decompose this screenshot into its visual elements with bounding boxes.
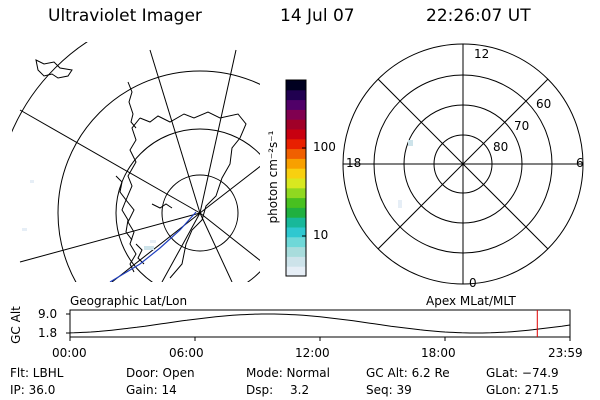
coastline: [125, 117, 141, 273]
info-glon: GLon: 271.5: [486, 383, 559, 397]
altitude-ytick-high: 9.0: [38, 307, 58, 321]
altitude-ylabel: GC Alt: [9, 306, 23, 344]
magnetic-panel-label: Apex MLat/MLT: [426, 294, 516, 308]
color-bar-segment: [286, 207, 306, 218]
mlat-label-70: 70: [514, 119, 530, 133]
geo-lon-line: [111, 212, 201, 282]
geo-lon-line: [19, 212, 201, 263]
geo-lon-line: [199, 212, 260, 262]
geo-lat-circle: [12, 42, 88, 133]
color-bar-segment: [286, 138, 306, 150]
altitude-xtick: 23:59: [548, 346, 583, 360]
color-bar-segment: [286, 80, 306, 91]
info-gc-alt: GC Alt: 6.2 Re: [366, 366, 450, 380]
orbit-track: [109, 211, 197, 282]
mlat-label-80: 80: [493, 140, 509, 154]
image-date: 14 Jul 07: [280, 6, 355, 26]
instrument-title: Ultraviolet Imager: [48, 6, 202, 26]
color-bar-segment: [286, 99, 306, 110]
geo-lon-line: [199, 165, 260, 214]
magnetic-polar-plot: [342, 43, 584, 285]
altitude-ytick-low: 1.8: [38, 326, 58, 340]
info-ip: IP: 36.0: [10, 383, 56, 397]
colorbar-unit-label: photon cm⁻²s⁻¹: [266, 130, 280, 224]
color-bar-segment: [286, 109, 306, 120]
geographic-map: [12, 42, 260, 282]
mlt-label-18: 18: [346, 156, 362, 170]
color-bar-segment: [286, 246, 306, 257]
altitude-xtick: 18:00: [421, 346, 456, 360]
color-bar-segment: [286, 266, 306, 277]
color-bar: [285, 79, 307, 277]
colorbar-tick-10: 10: [313, 228, 329, 242]
altitude-curve: [69, 313, 571, 334]
color-bar-segment: [286, 197, 306, 208]
color-bar-frame: [285, 79, 307, 277]
coastline: [115, 175, 133, 241]
geo-lon-line: [161, 212, 201, 282]
color-bar-segment: [286, 119, 306, 130]
info-seq: Seq: 39: [366, 383, 412, 397]
info-door: Door: Open: [126, 366, 195, 380]
geo-lat-circle: [115, 128, 260, 282]
geographic-panel-label: Geographic Lat/Lon: [70, 294, 188, 308]
color-bar-segment: [286, 178, 306, 189]
color-bar-segment: [286, 129, 306, 140]
color-bar-segment: [286, 158, 306, 169]
mlat-label-60: 60: [536, 97, 552, 111]
info-mode: Mode: Normal: [246, 366, 330, 380]
coastline: [139, 111, 247, 279]
geo-lon-line: [149, 49, 201, 214]
altitude-xtick: 00:00: [52, 346, 87, 360]
image-time: 22:26:07 UT: [426, 6, 531, 26]
info-filter: Flt: LBHL: [10, 366, 64, 380]
color-bar-segment: [286, 168, 306, 179]
color-bar-segment: [286, 227, 306, 238]
coastline: [135, 243, 145, 265]
color-bar-segment: [286, 217, 306, 228]
geo-lat-circle: [161, 174, 239, 252]
mlt-line: [377, 78, 549, 250]
info-dsp-label: Dsp:: [246, 383, 274, 397]
coastline: [35, 59, 73, 79]
coastline: [127, 81, 137, 129]
color-bar-segment: [286, 256, 306, 267]
mlt-label-0: 0: [469, 276, 477, 290]
color-bar-segment: [286, 236, 306, 248]
altitude-time-ticks: [69, 337, 571, 341]
geo-lon-line: [19, 109, 201, 214]
mlt-label-6: 6: [576, 156, 584, 170]
color-bar-segment: [286, 89, 306, 101]
colorbar-tick-100: 100: [313, 140, 336, 154]
altitude-plot: [66, 309, 571, 341]
altitude-xtick: 12:00: [295, 346, 330, 360]
color-bar-segment: [286, 187, 306, 199]
altitude-xtick: 06:00: [169, 346, 204, 360]
coastline: [151, 203, 173, 209]
info-dsp-value: 3.2: [290, 383, 310, 397]
geo-lon-line: [199, 212, 233, 282]
info-glat: GLat: −74.9: [486, 366, 559, 380]
mlt-label-12: 12: [474, 47, 490, 61]
color-bar-ticks: [302, 147, 306, 237]
geo-lon-line: [199, 49, 237, 214]
color-bar-segment: [286, 148, 306, 159]
geo-lat-circle: [57, 70, 260, 282]
info-gain: Gain: 14: [126, 383, 177, 397]
